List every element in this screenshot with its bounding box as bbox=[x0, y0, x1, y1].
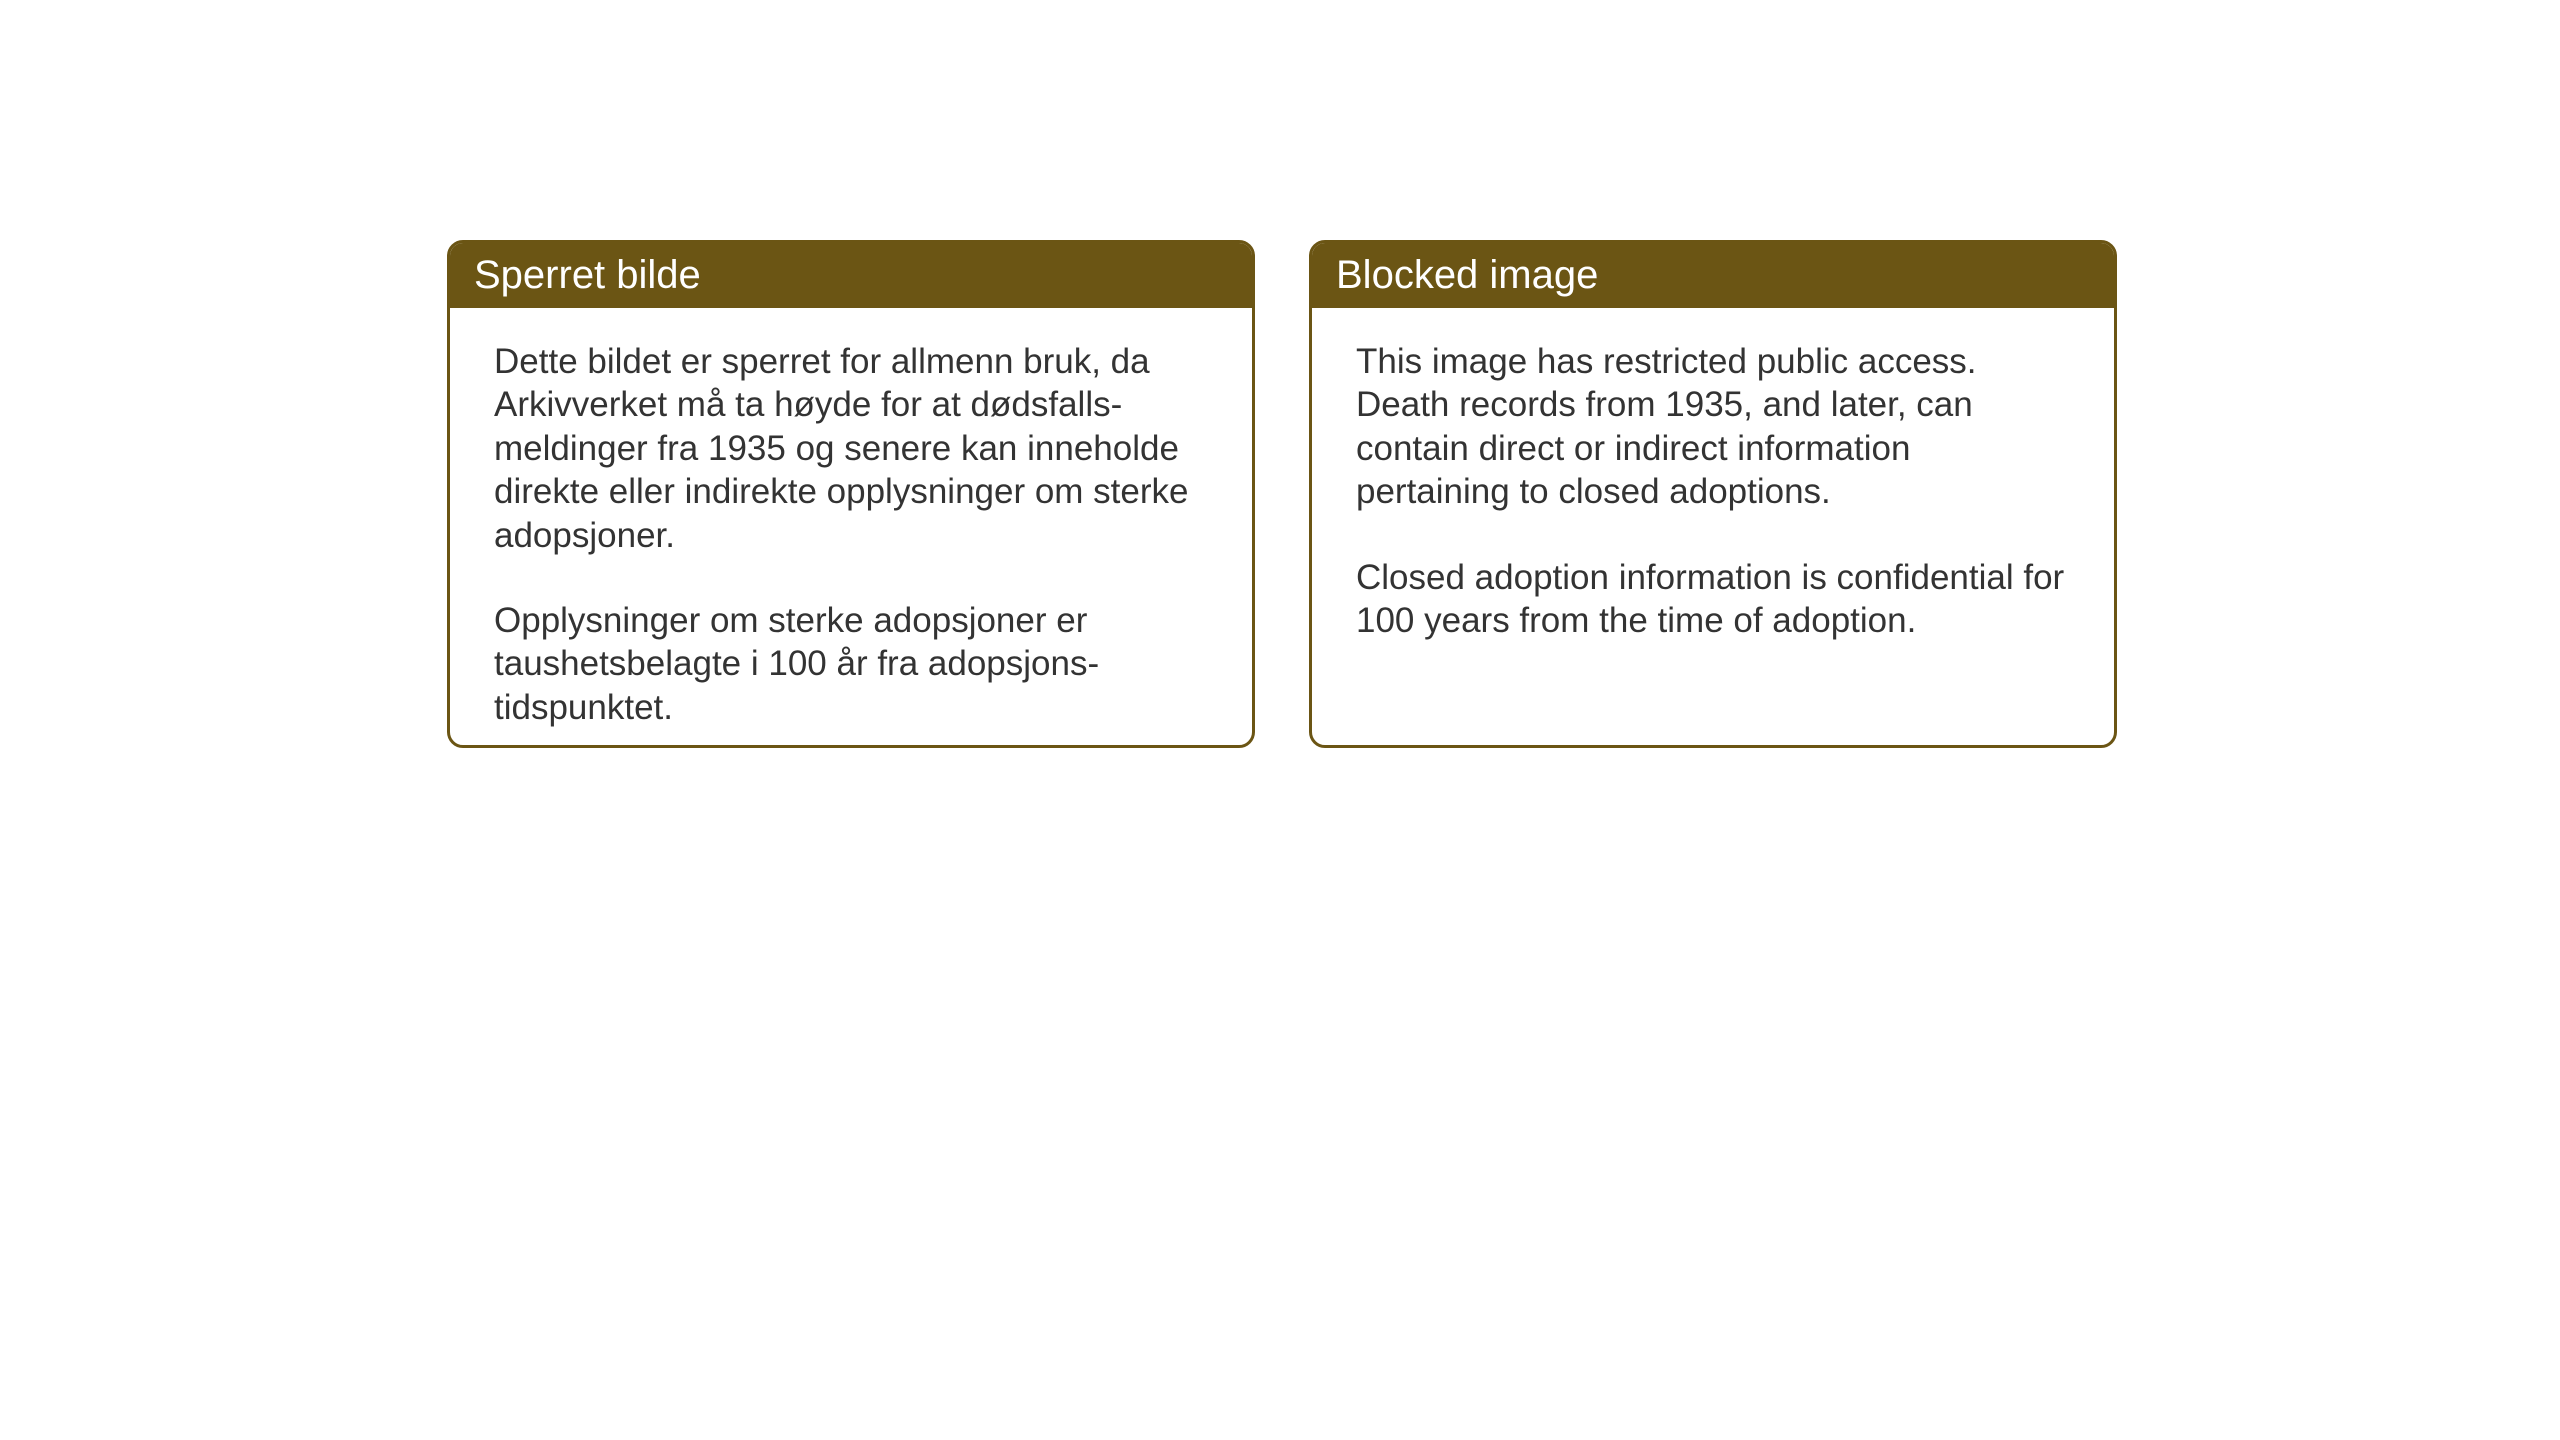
norwegian-paragraph-2: Opplysninger om sterke adopsjoner er tau… bbox=[494, 599, 1208, 729]
norwegian-card-title: Sperret bilde bbox=[450, 243, 1252, 308]
english-card-title: Blocked image bbox=[1312, 243, 2114, 308]
english-notice-card: Blocked image This image has restricted … bbox=[1309, 240, 2117, 748]
norwegian-paragraph-1: Dette bildet er sperret for allmenn bruk… bbox=[494, 340, 1208, 557]
english-card-body: This image has restricted public access.… bbox=[1312, 308, 2114, 674]
english-paragraph-1: This image has restricted public access.… bbox=[1356, 340, 2070, 514]
norwegian-notice-card: Sperret bilde Dette bildet er sperret fo… bbox=[447, 240, 1255, 748]
notice-container: Sperret bilde Dette bildet er sperret fo… bbox=[447, 240, 2117, 748]
english-paragraph-2: Closed adoption information is confident… bbox=[1356, 556, 2070, 643]
norwegian-card-body: Dette bildet er sperret for allmenn bruk… bbox=[450, 308, 1252, 748]
